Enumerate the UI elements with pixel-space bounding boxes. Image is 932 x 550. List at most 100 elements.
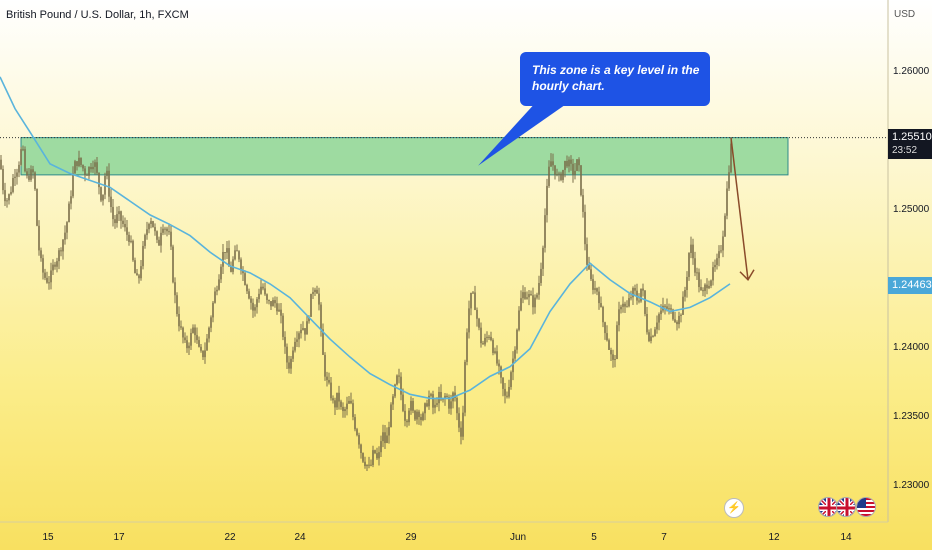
x-tick-label: Jun [510,532,526,543]
candle-body [318,293,320,305]
candle-body [76,161,78,167]
candle-body [132,240,134,261]
candle-body [624,303,626,307]
candle-body [48,282,50,284]
candle-body [504,388,506,396]
candle-body [518,310,520,330]
candle-body [260,286,262,294]
candle-body [608,340,610,350]
candle-body [10,191,12,195]
candle-body [698,272,700,288]
candle-body [638,300,640,302]
candle-body [334,400,336,408]
candle-body [18,164,20,173]
candle-body [310,293,312,317]
annotation-callout[interactable]: This zone is a key level in the hourly c… [520,52,710,106]
candle-body [314,289,316,293]
candle-body [142,245,144,267]
candle-body [26,171,28,176]
candle-body [704,284,706,291]
candle-body [400,376,402,395]
candle-body [524,292,526,299]
candle-body [238,251,240,260]
candle-body [482,343,484,345]
candle-body [90,166,92,170]
candle-body [726,188,728,216]
candle-body [8,194,10,201]
candle-body [50,270,52,283]
candle-body [432,394,434,408]
candle-body [610,349,612,355]
candle-body [580,165,582,196]
candle-body [164,228,166,230]
candle-body [460,427,462,437]
candle-body [208,327,210,339]
candle-body [288,362,290,369]
callout-pointer [478,100,572,166]
candle-body [82,164,84,169]
candle-body [280,309,282,316]
candle-body [402,394,404,411]
candle-body [694,258,696,273]
candle-body [428,395,430,407]
candle-body [322,329,324,355]
candle-body [292,350,294,359]
candle-body [386,435,388,444]
candle-body [486,336,488,338]
candle-body [628,298,630,307]
candle-body [44,272,46,278]
candle-body [556,173,558,175]
us-flag-icon[interactable] [856,497,876,517]
candle-body [96,162,98,173]
candle-body [336,392,338,408]
candle-body [586,244,588,265]
candle-body [718,251,720,259]
candle-body [166,228,168,232]
candle-body [342,406,344,412]
candle-body [384,432,386,444]
candle-body [186,340,188,349]
candle-body [520,298,522,311]
candle-body [346,403,348,410]
x-tick-label: 7 [661,532,667,543]
candle-body [566,160,568,167]
candle-body [534,297,536,308]
candle-body [86,174,88,176]
candle-body [98,172,100,188]
candle-body [196,335,198,341]
lightning-icon[interactable]: ⚡ [724,498,744,518]
candle-body [130,240,132,242]
candle-body [558,173,560,175]
candle-body [304,328,306,335]
candle-body [190,332,192,346]
candle-body [144,235,146,246]
candle-body [500,366,502,378]
candle-body [194,327,196,336]
candle-body [676,321,678,325]
candle-body [72,173,74,197]
candle-body [226,248,228,253]
annotation-line-1: This zone is a key level in the [532,63,700,77]
candle-body [372,450,374,466]
candle-body [622,303,624,307]
candle-body [188,345,190,349]
candle-body [276,303,278,312]
candle-body [236,250,238,252]
candle-body [350,400,352,404]
candle-body [696,272,698,274]
candle-body [720,250,722,252]
candle-body [328,380,330,383]
gb-flag-icon-2[interactable] [836,497,856,517]
candle-body [578,159,580,166]
candle-body [216,289,218,292]
candle-body [484,337,486,345]
candle-body [60,250,62,252]
gb-flag-icon[interactable] [818,497,838,517]
candle-body [114,219,116,224]
candle-body [12,178,14,192]
candle-body [296,339,298,342]
candle-body [722,236,724,251]
candle-body [680,314,682,316]
